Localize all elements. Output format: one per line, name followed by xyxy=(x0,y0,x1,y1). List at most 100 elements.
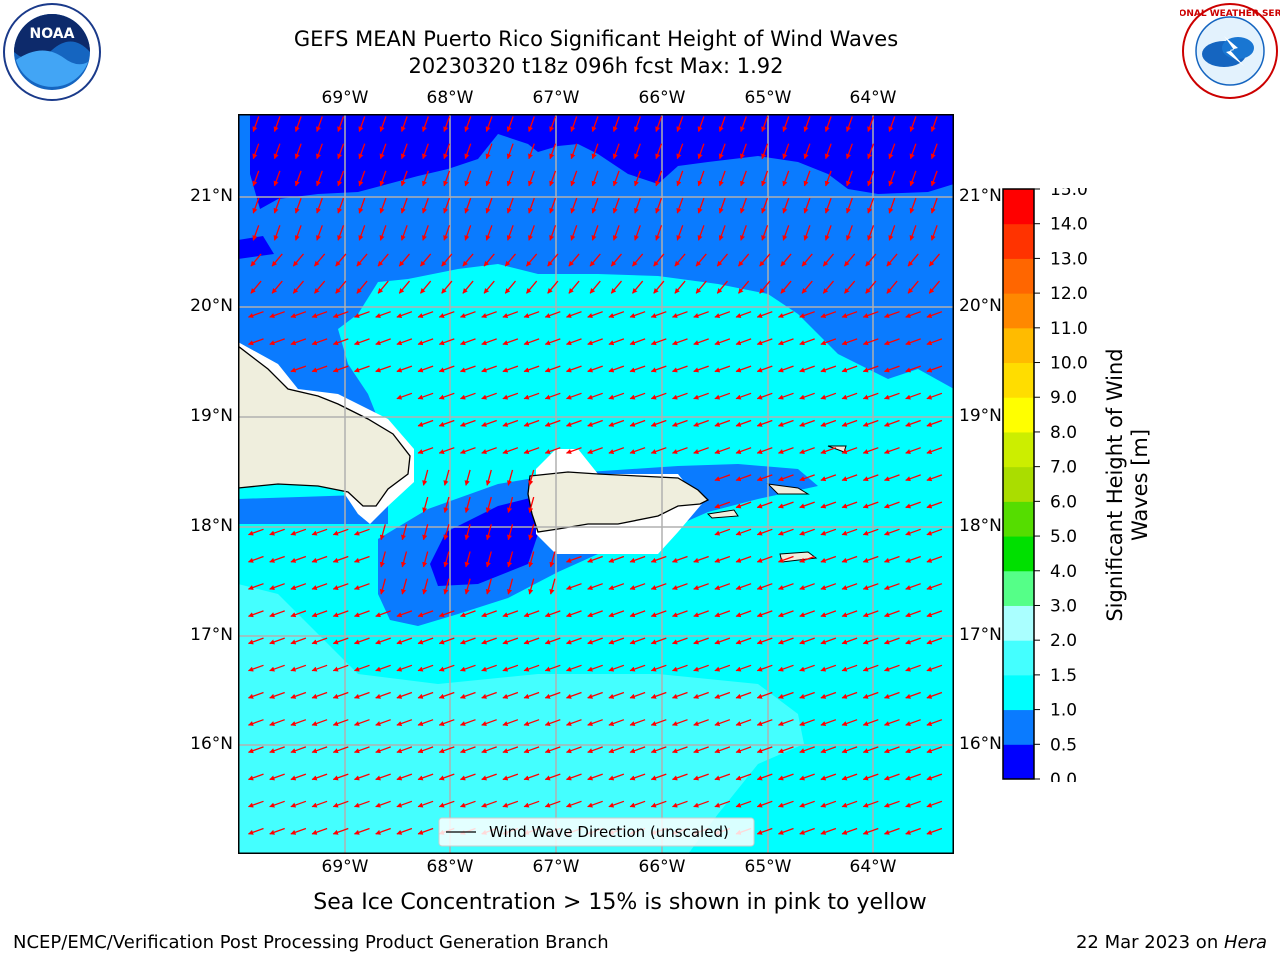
wave-direction-arrow xyxy=(803,225,811,241)
wave-direction-arrow xyxy=(608,691,625,699)
wave-direction-arrow xyxy=(400,170,408,187)
wave-direction-arrow xyxy=(820,827,837,835)
wave-direction-arrow xyxy=(566,311,582,318)
wave-direction-arrow xyxy=(841,583,858,590)
wave-direction-arrow xyxy=(587,719,603,726)
wave-direction-arrow xyxy=(905,719,921,726)
wave-direction-arrow xyxy=(332,338,349,346)
wave-direction-arrow xyxy=(862,501,879,509)
wave-direction-arrow xyxy=(693,800,709,808)
wave-direction-arrow xyxy=(865,253,877,267)
wave-direction-arrow xyxy=(379,225,387,241)
wave-direction-arrow xyxy=(693,392,709,400)
wave-direction-arrow xyxy=(714,610,731,618)
wave-direction-arrow xyxy=(884,447,900,454)
wave-direction-arrow xyxy=(502,610,519,618)
wave-direction-arrow xyxy=(502,800,519,808)
wave-direction-arrow xyxy=(650,719,667,726)
wave-direction-arrow xyxy=(294,143,302,160)
wave-direction-arrow xyxy=(735,447,752,454)
wave-direction-arrow xyxy=(841,800,858,808)
wave-direction-arrow xyxy=(884,637,900,645)
wave-direction-arrow xyxy=(799,555,815,563)
wave-direction-arrow xyxy=(716,253,728,267)
wave-direction-arrow xyxy=(820,365,837,373)
wave-direction-arrow xyxy=(629,583,646,590)
wave-direction-arrow xyxy=(523,392,540,400)
wave-direction-arrow xyxy=(570,143,578,160)
lat-tick-left: 18°N xyxy=(190,516,233,536)
wave-direction-arrow xyxy=(523,311,540,318)
wave-direction-arrow xyxy=(443,551,450,568)
wave-direction-arrow xyxy=(782,197,790,214)
wave-direction-arrow xyxy=(926,827,943,835)
wave-direction-arrow xyxy=(841,827,858,835)
wave-direction-arrow xyxy=(269,610,285,618)
wave-direction-arrow xyxy=(909,225,917,241)
wave-direction-arrow xyxy=(311,773,328,781)
wave-direction-arrow xyxy=(655,143,663,160)
wave-direction-arrow xyxy=(862,447,879,454)
colorbar-label-line2: Waves [m] xyxy=(1128,428,1152,542)
lat-tick-right: 19°N xyxy=(959,406,1002,426)
wave-direction-arrow xyxy=(884,800,900,808)
wave-direction-arrow xyxy=(608,365,625,373)
wave-direction-arrow xyxy=(460,637,476,645)
wave-direction-arrow xyxy=(375,637,391,645)
colorbar-swatch xyxy=(1003,674,1034,711)
wave-direction-arrow xyxy=(481,773,497,781)
wave-direction-arrow xyxy=(846,197,853,214)
wave-direction-arrow xyxy=(761,197,769,214)
wave-direction-arrow xyxy=(714,719,731,726)
wave-direction-arrow xyxy=(566,691,582,699)
wave-direction-arrow xyxy=(356,253,368,267)
wave-direction-arrow xyxy=(549,197,557,214)
wave-direction-arrow xyxy=(905,447,921,454)
wave-direction-arrow xyxy=(782,143,790,160)
wave-direction-arrow xyxy=(379,578,386,595)
lat-tick-left: 16°N xyxy=(190,734,233,754)
lon-tick-bottom: 69°W xyxy=(321,857,369,877)
wave-direction-arrow xyxy=(417,392,434,400)
wave-direction-arrow xyxy=(778,528,794,536)
wave-direction-arrow xyxy=(544,338,561,346)
wave-direction-arrow xyxy=(650,311,667,318)
wave-direction-arrow xyxy=(905,419,921,427)
wave-direction-arrow xyxy=(566,419,582,427)
wave-direction-arrow xyxy=(629,610,646,618)
wave-direction-arrow xyxy=(248,528,264,536)
wave-direction-arrow xyxy=(629,365,646,373)
wave-direction-arrow xyxy=(867,170,875,187)
wave-direction-arrow xyxy=(803,143,811,160)
wave-direction-arrow xyxy=(655,197,663,214)
wave-direction-arrow xyxy=(269,555,285,563)
wave-direction-arrow xyxy=(332,773,349,781)
lon-tick-top: 67°W xyxy=(532,88,580,108)
wave-direction-arrow xyxy=(888,225,896,241)
colorbar-swatch xyxy=(1003,223,1034,259)
colorbar-tick-label: 5.0 xyxy=(1050,527,1077,547)
wave-direction-arrow xyxy=(485,197,493,214)
wave-direction-arrow xyxy=(502,637,519,645)
wave-direction-arrow xyxy=(290,691,307,699)
wave-direction-arrow xyxy=(884,827,900,835)
wave-direction-arrow xyxy=(756,664,773,672)
wave-direction-arrow xyxy=(507,469,514,486)
wave-direction-arrow xyxy=(780,253,792,267)
wave-direction-arrow xyxy=(634,116,641,132)
wave-direction-arrow xyxy=(422,116,429,132)
wave-direction-arrow xyxy=(587,419,603,427)
wave-direction-arrow xyxy=(377,280,389,294)
wave-direction-arrow xyxy=(396,773,413,781)
wave-direction-arrow xyxy=(799,610,815,618)
wave-band-0.5-1.0-north xyxy=(250,114,954,209)
wave-direction-arrow xyxy=(462,253,474,267)
wave-direction-arrow xyxy=(650,392,667,400)
wave-direction-arrow xyxy=(587,664,603,672)
wave-direction-arrow xyxy=(909,116,917,132)
wave-direction-arrow xyxy=(799,365,815,373)
wave-direction-arrow xyxy=(905,664,921,672)
wave-direction-arrow xyxy=(799,392,815,400)
wave-direction-arrow xyxy=(714,583,731,590)
wave-direction-arrow xyxy=(417,827,434,835)
